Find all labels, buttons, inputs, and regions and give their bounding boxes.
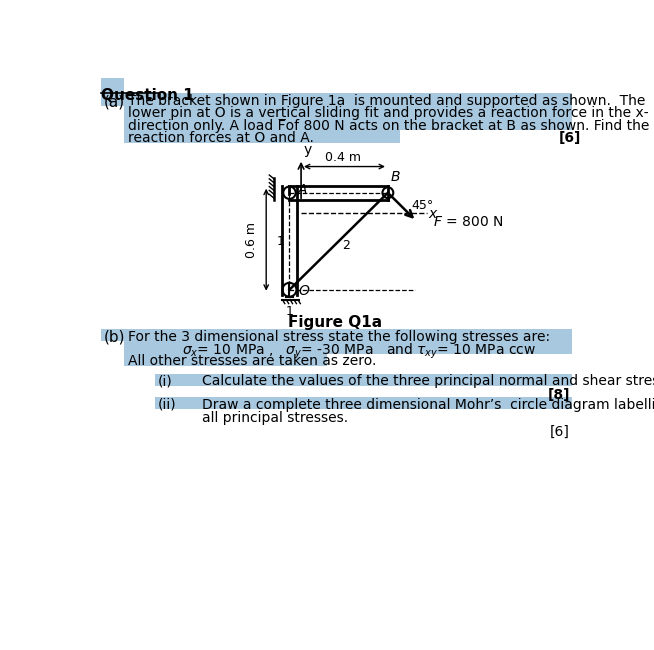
Bar: [101, 329, 124, 341]
Text: 1: 1: [277, 235, 284, 248]
Text: reaction forces at O and A.: reaction forces at O and A.: [128, 131, 314, 145]
Bar: [124, 131, 400, 143]
Text: Figure Q1a: Figure Q1a: [288, 315, 382, 330]
Bar: [156, 374, 572, 386]
Bar: [124, 106, 572, 118]
Text: O: O: [298, 283, 309, 298]
Text: Draw a complete three dimensional Mohr’s  circle diagram labelling: Draw a complete three dimensional Mohr’s…: [202, 398, 654, 411]
Text: B: B: [390, 170, 400, 184]
Text: (i): (i): [158, 374, 173, 389]
Bar: [124, 118, 572, 131]
Text: 2: 2: [342, 239, 350, 252]
Text: x: x: [428, 207, 436, 221]
Bar: [124, 341, 572, 354]
Text: (a): (a): [103, 94, 124, 109]
Text: $F$ = 800 N: $F$ = 800 N: [433, 215, 503, 229]
Text: 0.6 m: 0.6 m: [245, 222, 258, 257]
Bar: [124, 94, 572, 106]
Text: [6]: [6]: [559, 131, 581, 145]
Bar: [156, 396, 572, 409]
Text: Question 1: Question 1: [101, 88, 194, 103]
Bar: [101, 57, 124, 106]
Text: Calculate the values of the three principal normal and shear stresses.: Calculate the values of the three princi…: [202, 374, 654, 389]
Text: 0.4 m: 0.4 m: [325, 151, 361, 164]
Text: $\sigma_x$= 10 MPa ,   $\sigma_y$= -30 MPa   and $\tau_{xy}$= 10 MPa ccw: $\sigma_x$= 10 MPa , $\sigma_y$= -30 MPa…: [182, 342, 537, 361]
Text: All other stresses are taken as zero.: All other stresses are taken as zero.: [128, 354, 377, 369]
Text: y: y: [303, 142, 312, 157]
Text: direction only. A load F̅of 800 N acts on the bracket at B as shown. Find the: direction only. A load F̅of 800 N acts o…: [128, 119, 649, 133]
Text: (ii): (ii): [158, 398, 177, 411]
Bar: [124, 329, 572, 341]
Text: A: A: [298, 183, 307, 198]
Text: [8]: [8]: [547, 387, 570, 402]
Text: 1: 1: [286, 305, 294, 318]
Text: lower pin at O is a vertical sliding fit and provides a reaction force in the x-: lower pin at O is a vertical sliding fit…: [128, 107, 649, 120]
Text: The bracket shown in Figure 1a  is mounted and supported as shown.  The: The bracket shown in Figure 1a is mounte…: [128, 94, 645, 108]
Text: For the 3 dimensional stress state the following stresses are:: For the 3 dimensional stress state the f…: [128, 330, 551, 344]
Text: [6]: [6]: [550, 424, 570, 439]
Bar: [124, 354, 328, 366]
Text: (b): (b): [103, 330, 125, 344]
Text: 45°: 45°: [411, 199, 434, 212]
Text: all principal stresses.: all principal stresses.: [202, 411, 348, 424]
